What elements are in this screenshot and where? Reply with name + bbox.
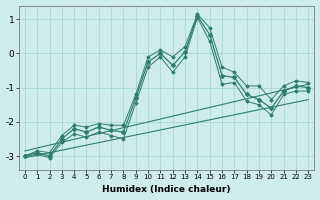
X-axis label: Humidex (Indice chaleur): Humidex (Indice chaleur) (102, 185, 231, 194)
